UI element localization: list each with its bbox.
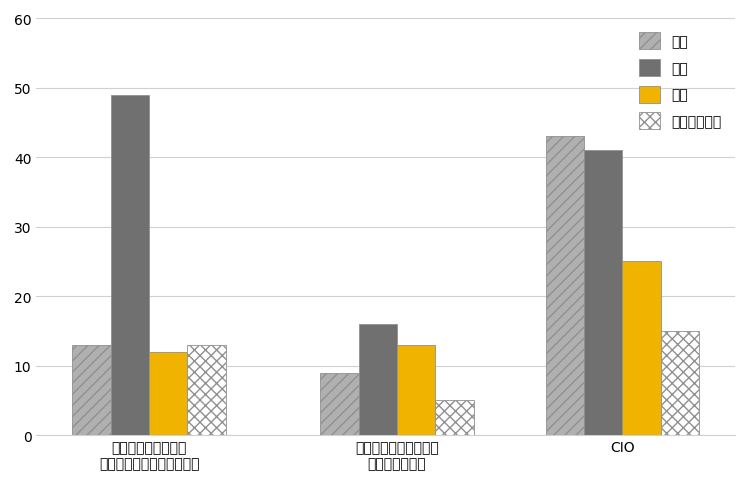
Bar xyxy=(73,345,111,435)
Bar xyxy=(584,151,622,435)
Bar xyxy=(435,400,473,435)
Bar xyxy=(397,345,435,435)
Bar xyxy=(187,345,225,435)
Bar xyxy=(622,262,661,435)
Bar xyxy=(546,137,584,435)
Bar xyxy=(149,352,187,435)
Bar xyxy=(111,95,149,435)
Bar xyxy=(661,331,699,435)
Bar xyxy=(359,324,397,435)
Bar xyxy=(321,373,359,435)
Legend: 中国, 香港, 日本, シンガポール: 中国, 香港, 日本, シンガポール xyxy=(632,26,728,137)
